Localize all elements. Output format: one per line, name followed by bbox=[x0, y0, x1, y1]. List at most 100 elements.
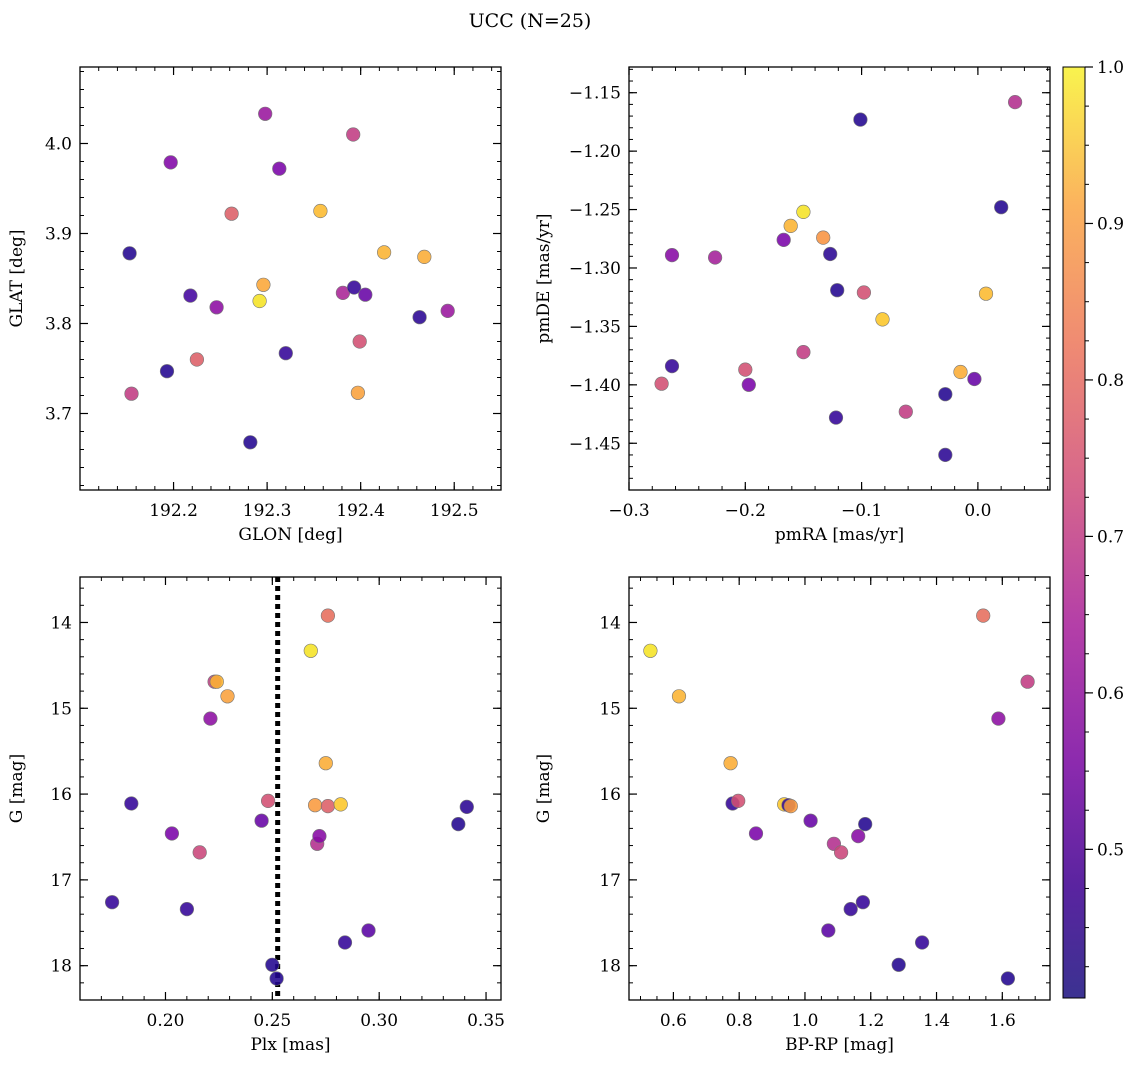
data-point bbox=[159, 364, 175, 379]
colorbar: 0.5 0.6 0.7 0.8 0.9 1.0 bbox=[1062, 58, 1124, 999]
colorbar-gradient bbox=[1062, 66, 1086, 999]
data-point bbox=[776, 232, 791, 247]
colorbar-tick-label: 0.5 bbox=[1097, 840, 1124, 860]
data-point bbox=[220, 689, 235, 704]
x-tick-label: 1.2 bbox=[857, 1011, 884, 1031]
colorbar-tick-label: 0.9 bbox=[1097, 214, 1124, 234]
y-tick-label: −1.45 bbox=[569, 434, 621, 454]
data-point bbox=[303, 643, 318, 658]
data-point bbox=[855, 895, 871, 910]
y-axis-label: G [mag] bbox=[534, 754, 554, 823]
data-point bbox=[707, 250, 723, 265]
data-point bbox=[183, 288, 198, 303]
x-tick-label: 1.0 bbox=[791, 1011, 818, 1031]
y-axis-label: G [mag] bbox=[7, 754, 27, 823]
y-tick-label: −1.20 bbox=[569, 142, 621, 162]
data-point bbox=[252, 293, 267, 309]
data-point bbox=[209, 674, 224, 689]
data-point bbox=[224, 206, 239, 221]
data-point bbox=[853, 112, 868, 127]
data-point bbox=[748, 826, 764, 841]
data-point bbox=[654, 376, 669, 391]
data-point bbox=[358, 287, 373, 302]
x-tick-label: −0.3 bbox=[608, 501, 649, 521]
data-point bbox=[320, 608, 336, 623]
data-point bbox=[104, 895, 120, 910]
data-point bbox=[821, 923, 836, 938]
data-point bbox=[828, 410, 844, 425]
data-point bbox=[122, 246, 137, 261]
data-point bbox=[164, 826, 179, 841]
data-point bbox=[953, 364, 968, 380]
data-point bbox=[856, 285, 872, 300]
data-point bbox=[189, 352, 204, 367]
y-axis-label: GLAT [deg] bbox=[7, 229, 27, 327]
data-point bbox=[308, 798, 323, 813]
panel-galactic-coords: 192.2 192.3 192.4 192.5 3.7 3.8 3.9 4.0 GLON [de… bbox=[7, 66, 502, 545]
data-point bbox=[823, 246, 838, 262]
data-point bbox=[796, 204, 811, 219]
minor-ticks bbox=[79, 67, 501, 490]
colorbar-tick-label: 0.8 bbox=[1097, 371, 1124, 391]
data-point bbox=[243, 435, 258, 450]
data-point bbox=[163, 155, 178, 170]
y-tick-label: 17 bbox=[50, 871, 72, 891]
data-point bbox=[412, 310, 427, 325]
y-tick-label: 15 bbox=[50, 699, 72, 719]
axes-frame bbox=[79, 66, 502, 491]
data-point bbox=[796, 345, 811, 360]
y-tick-label: 14 bbox=[599, 613, 621, 633]
data-point bbox=[350, 385, 366, 400]
data-point bbox=[347, 280, 362, 295]
data-point bbox=[1007, 94, 1023, 110]
panel-parallax-magnitude: 0.20 0.25 0.30 0.35 14 15 16 17 18 Plx [mas] G [ma… bbox=[7, 576, 505, 1055]
data-point bbox=[459, 799, 474, 815]
y-tick-label: 4.0 bbox=[45, 135, 72, 155]
data-point bbox=[875, 312, 890, 327]
data-point bbox=[830, 283, 845, 298]
x-axis-label: GLON [deg] bbox=[238, 525, 342, 545]
y-tick-label: 3.8 bbox=[45, 315, 72, 335]
data-point bbox=[124, 796, 139, 811]
x-axis-label: pmRA [mas/yr] bbox=[775, 525, 904, 545]
x-tick-label: 192.3 bbox=[243, 501, 292, 521]
data-point bbox=[451, 816, 466, 832]
data-point bbox=[333, 797, 348, 812]
data-point bbox=[671, 689, 687, 704]
figure-title: UCC (N=25) bbox=[469, 10, 592, 32]
data-point bbox=[783, 798, 798, 814]
data-point bbox=[741, 377, 756, 392]
data-point bbox=[664, 248, 680, 263]
x-tick-label: 0.6 bbox=[660, 1011, 687, 1031]
data-point bbox=[203, 711, 218, 726]
x-tick-label: 1.4 bbox=[923, 1011, 950, 1031]
colorbar-tick-label: 0.7 bbox=[1097, 527, 1124, 547]
y-axis-label: pmDE [mas/yr] bbox=[534, 213, 554, 343]
y-tick-label: −1.40 bbox=[569, 376, 621, 396]
data-point bbox=[261, 793, 276, 809]
y-tick-label: −1.35 bbox=[569, 317, 621, 337]
minor-ticks bbox=[628, 67, 1050, 491]
x-tick-label: 192.2 bbox=[149, 501, 198, 521]
data-point bbox=[891, 957, 906, 972]
colorbar-tick-label: 1.0 bbox=[1097, 58, 1124, 78]
data-point bbox=[272, 161, 287, 176]
data-point bbox=[991, 711, 1006, 726]
x-tick-label: 0.8 bbox=[726, 1011, 753, 1031]
panel-proper-motion: −0.3 −0.2 −0.1 0.0 −1.45 −1.40 −1.35 −1.30 −1.25… bbox=[534, 66, 1051, 545]
data-point bbox=[337, 935, 353, 950]
data-point bbox=[346, 127, 361, 142]
y-tick-label: 18 bbox=[599, 957, 621, 977]
y-tick-label: −1.25 bbox=[569, 201, 621, 221]
data-point bbox=[723, 756, 738, 771]
data-point bbox=[256, 277, 271, 292]
y-tick-label: 15 bbox=[599, 699, 621, 719]
x-tick-label: 1.6 bbox=[989, 1011, 1016, 1031]
data-point bbox=[843, 901, 858, 917]
y-tick-label: 17 bbox=[599, 871, 621, 891]
colorbar-tick-label: 0.6 bbox=[1097, 684, 1124, 704]
data-point bbox=[978, 286, 994, 301]
data-point bbox=[258, 106, 273, 121]
minor-ticks bbox=[629, 577, 1050, 1001]
